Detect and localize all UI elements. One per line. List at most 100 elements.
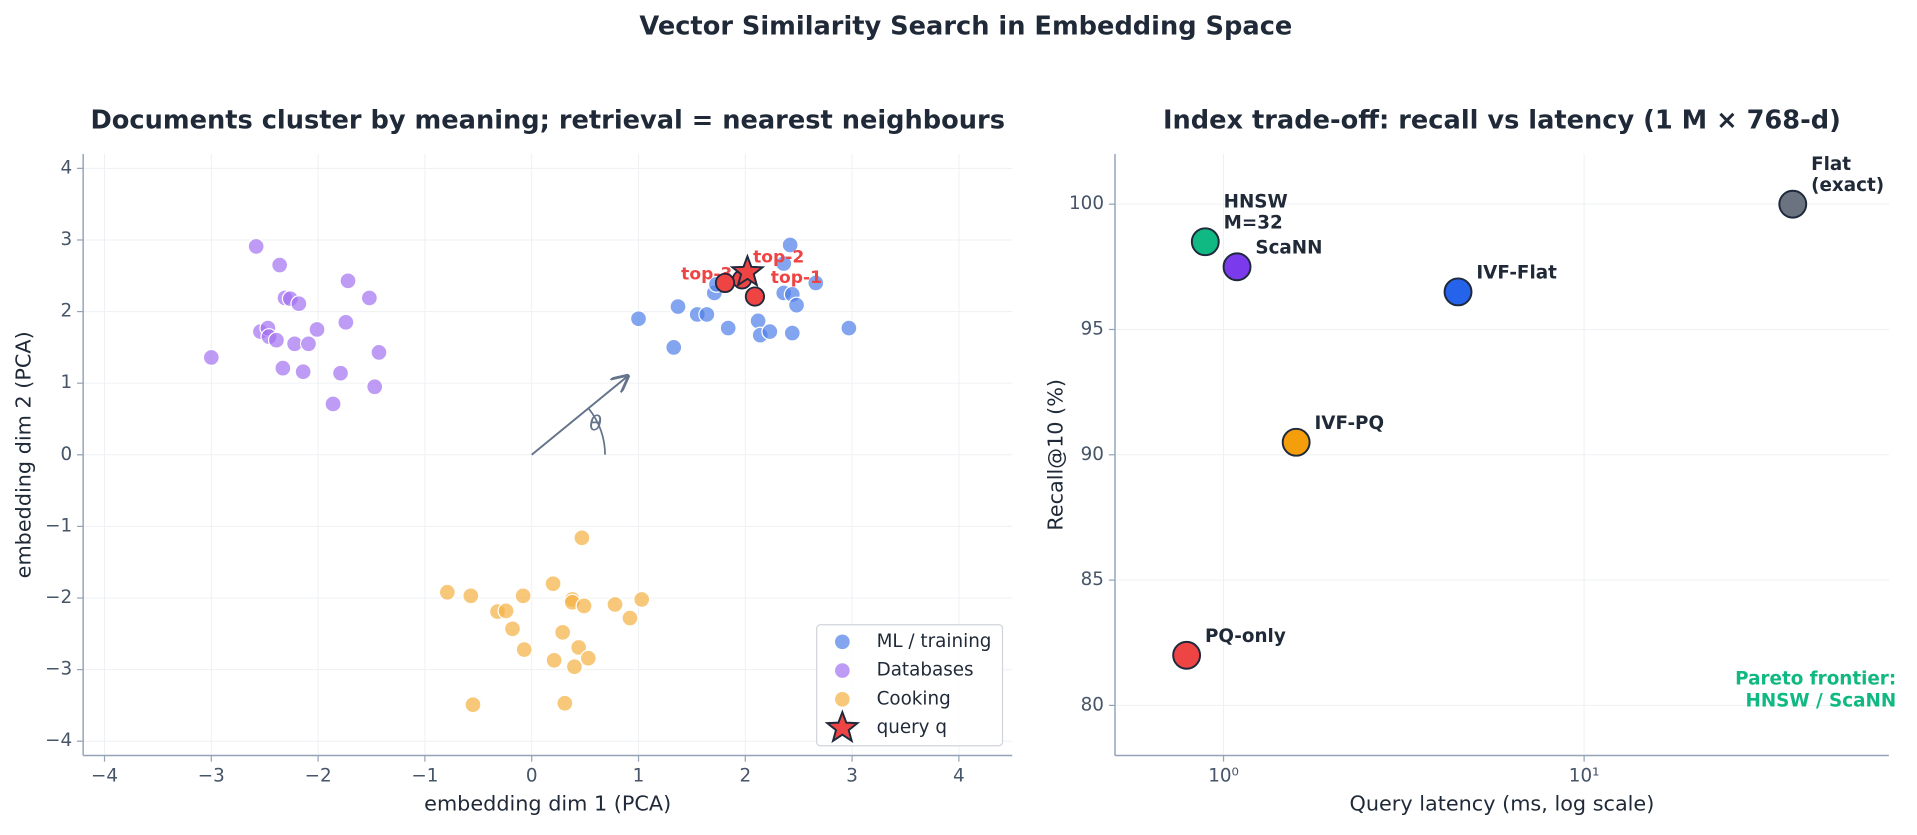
data-point [629,310,648,328]
x-tick-label: 0 [526,765,538,786]
data-point [324,395,342,413]
x-tick-label: −3 [198,765,225,786]
data-point [573,529,591,547]
y-tick-label: −2 [45,587,72,608]
data-point [665,338,683,356]
data-point [554,623,572,641]
annotation: HNSW / ScaNN [1746,691,1897,712]
data-point [807,274,825,292]
data-point [274,359,292,377]
y-tick-label: 4 [60,157,72,178]
data-point [271,256,289,274]
data-point [633,590,651,608]
figure-title: Vector Similarity Search in Embedding Sp… [639,11,1292,41]
data-point [299,335,318,353]
point-label: HNSW [1224,192,1288,213]
point-label: (exact) [1811,175,1884,196]
y-tick-label: 1 [60,372,72,393]
data-point [545,651,563,669]
x-tick-label: 4 [953,765,965,786]
data-point [565,658,583,676]
data-point [360,289,378,307]
neighbor-point [744,286,765,307]
neighbor-label: top-2 [753,247,804,267]
point-label: IVF-PQ [1314,413,1384,434]
legend-marker [833,633,851,651]
x-tick-label: 2 [739,765,751,786]
point-label: IVF-Flat [1476,263,1557,284]
data-point [331,364,350,382]
y-tick-label: −1 [45,515,72,536]
data-point [339,272,357,290]
y-tick-label: −3 [45,659,72,680]
legend-marker [833,662,851,680]
data-point [202,348,220,366]
query-point [729,253,766,288]
data-point [337,313,355,331]
data-point [698,305,716,323]
data-point [294,363,312,381]
vector-arrow [531,376,628,456]
data-point [719,319,737,337]
data-point [247,237,265,255]
point-label: Flat [1811,154,1851,175]
legend-marker [824,709,861,744]
point-label: PQ-only [1205,626,1286,647]
legend-label: Cooking [877,688,951,709]
legend-box [816,624,1004,747]
data-point [788,296,806,314]
data-point [515,640,533,659]
data-point [783,324,801,342]
data-point [464,696,482,714]
x-axis-label: embedding dim 1 (PCA) [424,791,671,815]
data-point [606,595,624,614]
y-tick-label: 80 [1081,694,1104,715]
angle-label: θ [589,411,602,435]
index-point [1222,252,1252,282]
x-tick-label: −4 [91,765,118,786]
data-point [556,694,574,712]
y-axis-label: Recall@10 (%) [1043,379,1067,531]
y-tick-label: 85 [1081,569,1104,590]
y-tick-label: −4 [45,730,72,751]
legend-label: query q [877,717,947,738]
data-point [503,620,522,638]
data-point [308,320,326,339]
data-point [775,255,793,273]
data-point [570,638,588,656]
y-tick-label: 95 [1081,318,1104,339]
legend-marker [833,690,851,708]
legend-label: ML / training [877,631,992,652]
chart-title: Documents cluster by meaning; retrieval … [90,106,1005,136]
y-tick-label: 90 [1081,444,1104,465]
data-point [544,575,562,593]
index-point [1443,277,1473,307]
point-label: ScaNN [1255,237,1322,258]
data-point [462,587,480,605]
data-point [575,597,593,615]
x-tick-label: 1 [633,765,645,786]
x-tick-label: 3 [846,765,858,786]
data-point [267,331,286,349]
neighbor-label: top-1 [771,268,822,288]
y-tick-label: 100 [1069,193,1104,214]
annotation: Pareto frontier: [1735,669,1896,690]
y-tick-label: 2 [60,301,72,322]
chart-title: Index trade-off: recall vs latency (1 M … [1163,106,1841,136]
data-point [761,323,779,341]
legend-label: Databases [877,660,974,681]
angle-arc [587,407,606,455]
data-point [290,295,308,313]
x-tick-label: −1 [411,765,438,786]
data-point [438,583,456,601]
index-point [1172,640,1202,670]
data-point [579,649,597,667]
y-tick-label: 0 [60,444,72,465]
data-point [840,319,858,337]
data-point [370,343,388,361]
y-tick-label: 3 [60,229,72,250]
point-label: M=32 [1224,212,1283,233]
data-point [497,602,515,620]
